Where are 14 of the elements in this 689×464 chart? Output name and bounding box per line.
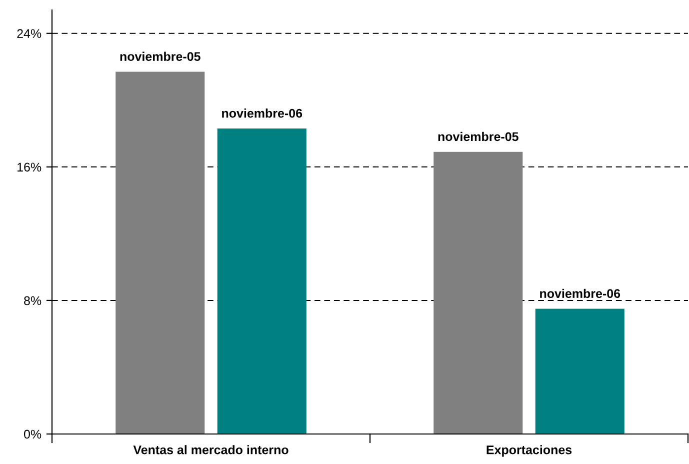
y-tick-label: 0% [24,430,42,439]
y-tick-label: 16% [18,162,42,172]
x-tick-label: Exportaciones [486,445,572,457]
y-tick-label: 8% [24,296,42,306]
bar [116,72,205,434]
text: noviembre-05 [120,52,200,61]
bar [535,308,624,434]
series-label: noviembre-06 [222,108,302,118]
bar [217,128,306,434]
series-label: noviembre-05 [438,132,518,142]
bar [434,152,523,434]
y-tick-label: 24% [17,29,42,38]
text: noviembre-06 [540,288,620,298]
x-tick-label: Ventas al mercado interno [133,445,288,454]
